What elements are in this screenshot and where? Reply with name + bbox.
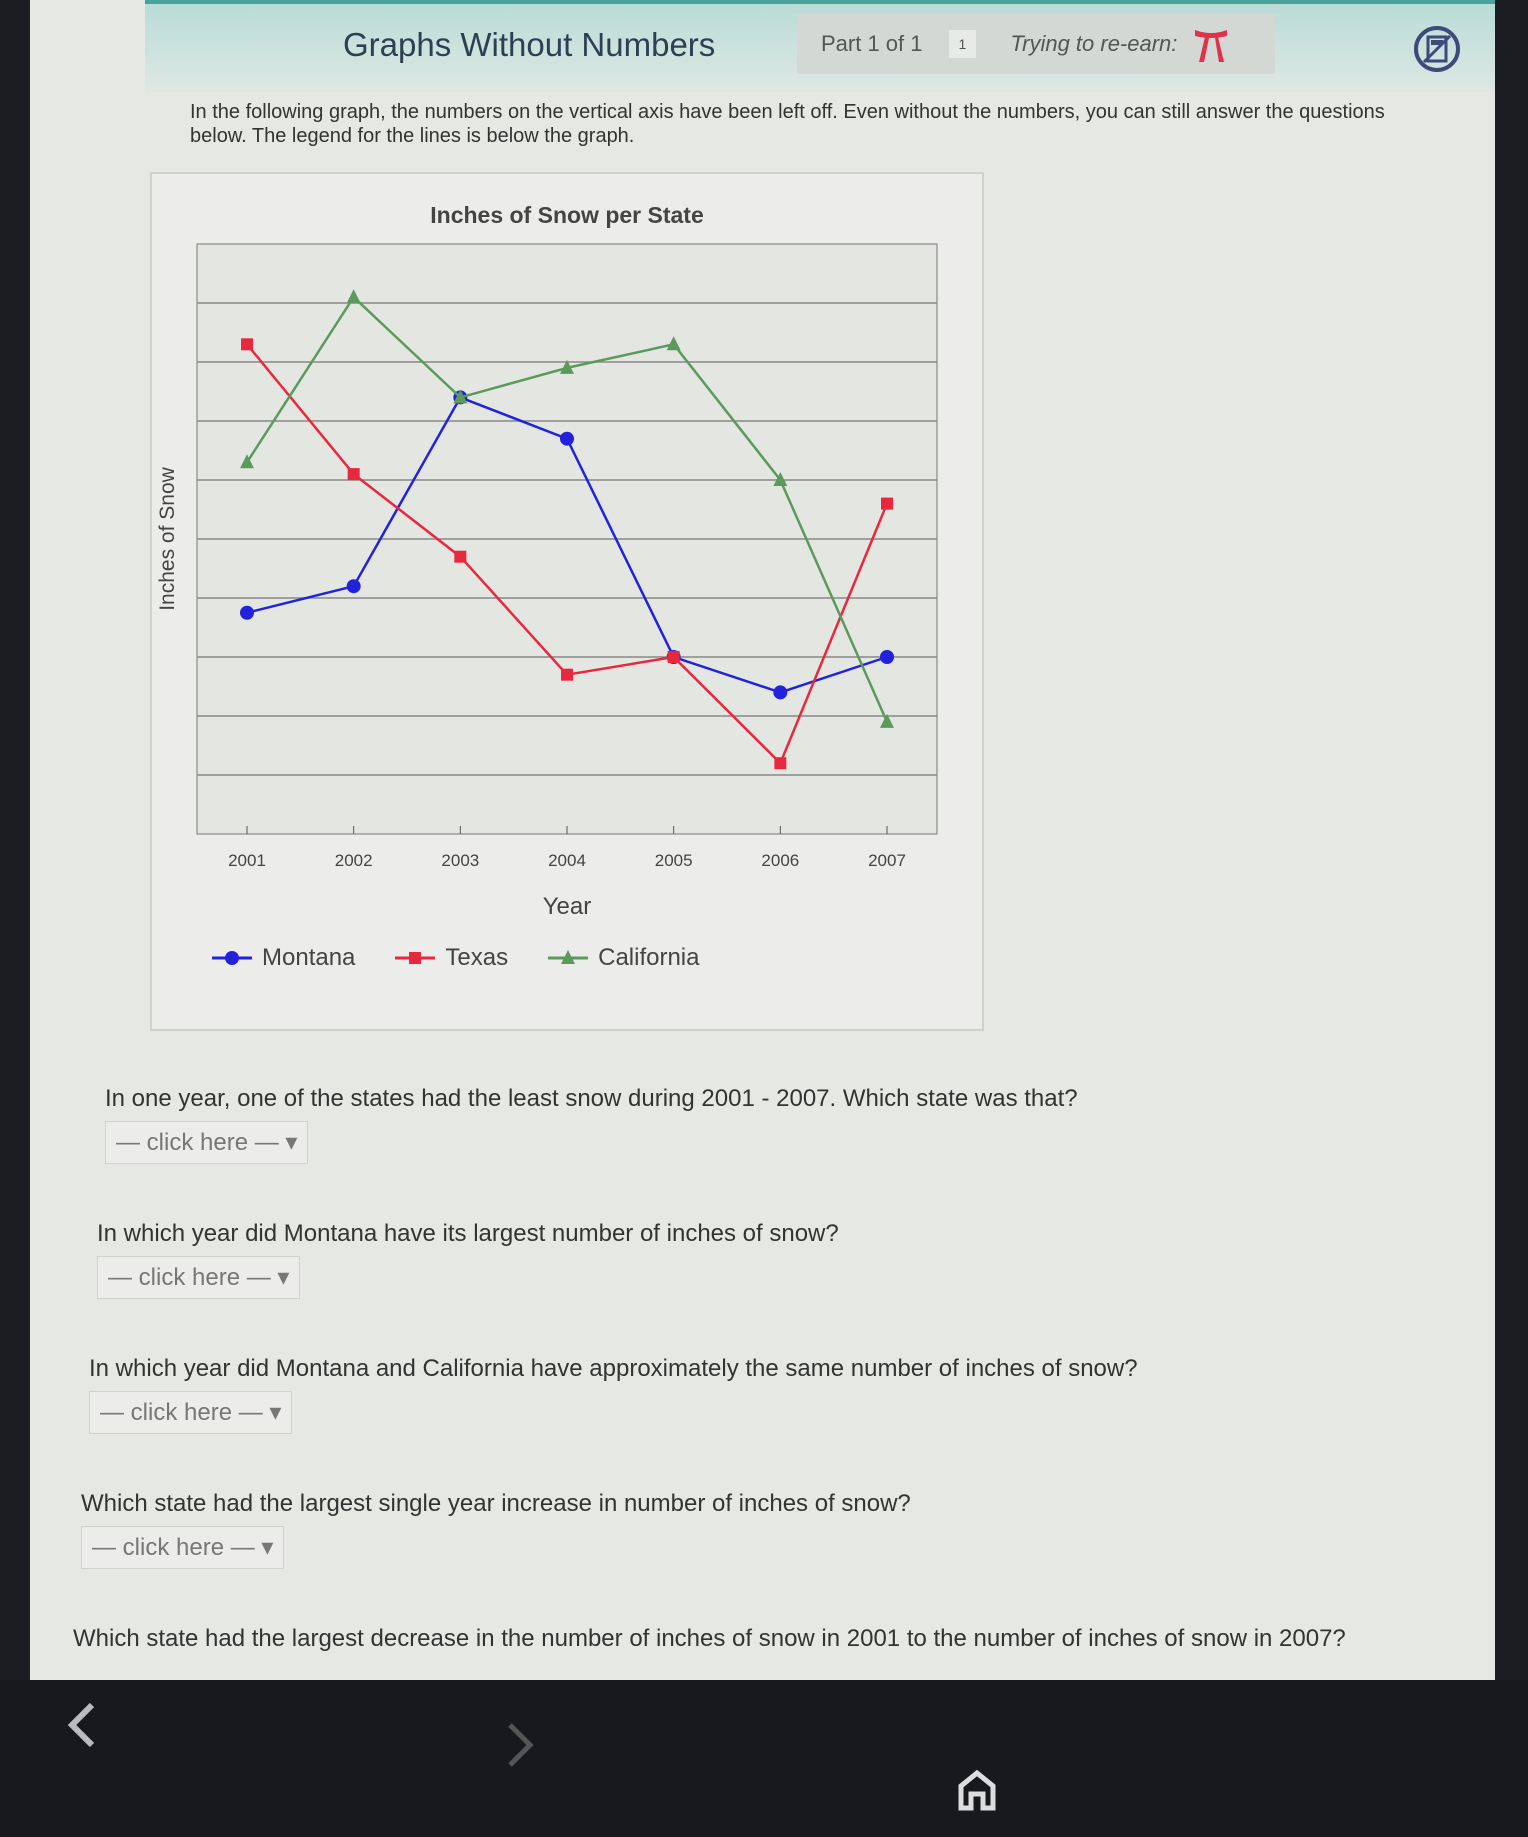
chevron-right-icon[interactable]	[500, 1720, 540, 1770]
part-label: Part 1 of 1	[821, 31, 923, 56]
legend-item: Montana	[212, 944, 355, 972]
data-point-texas	[561, 668, 573, 681]
chevron-left-icon[interactable]	[62, 1700, 102, 1750]
question-text: In which year did Montana and California…	[89, 1355, 1138, 1382]
data-point-texas	[881, 497, 893, 510]
question-text: Which state had the largest decrease in …	[73, 1625, 1346, 1652]
answer-dropdown[interactable]: — click here — ▾	[81, 1526, 285, 1569]
legend-marker-icon	[548, 950, 589, 964]
chevron-down-icon: ▾	[278, 1129, 298, 1156]
data-point-montana	[773, 685, 788, 700]
data-point-california	[240, 454, 254, 469]
dropdown-label: — click here —	[116, 1129, 279, 1156]
belt-icon	[1195, 30, 1228, 62]
data-point-california	[453, 389, 468, 404]
data-point-california	[773, 472, 788, 486]
dropdown-label: — click here —	[92, 1534, 255, 1561]
navigation-bar	[0, 1680, 1528, 1837]
chevron-down-icon: ▾	[262, 1399, 282, 1426]
x-tick-label: 2004	[548, 851, 586, 870]
y-axis-label: Inches of Snow	[156, 466, 179, 610]
legend-label: Texas	[445, 944, 509, 971]
data-point-california	[560, 359, 574, 374]
header: Graphs Without Numbers Part 1 of 1 1 Try…	[145, 0, 1495, 92]
x-tick-label: 2001	[228, 851, 266, 870]
answer-dropdown[interactable]: — click here — ▾	[97, 1256, 301, 1299]
x-tick-label: 2006	[761, 851, 799, 870]
data-point-montana	[560, 431, 574, 446]
question-text: In one year, one of the states had the l…	[105, 1085, 1078, 1112]
legend-label: Montana	[262, 944, 356, 971]
question-text: Which state had the largest single year …	[81, 1490, 911, 1517]
dropdown-label: — click here —	[100, 1399, 263, 1426]
legend-marker-icon	[212, 951, 252, 965]
legend-marker-icon	[395, 952, 436, 964]
data-point-texas	[241, 338, 253, 351]
trying-label: Trying to re-earn:	[1010, 31, 1178, 56]
legend-item: California	[548, 944, 700, 972]
data-point-texas	[667, 651, 680, 663]
part-number-button[interactable]: 1	[948, 30, 977, 58]
data-point-california	[880, 713, 894, 728]
home-icon[interactable]	[955, 1768, 999, 1812]
calculator-disabled-icon[interactable]	[1412, 24, 1462, 74]
x-tick-label: 2002	[335, 851, 373, 870]
chevron-down-icon: ▾	[270, 1264, 290, 1291]
x-tick-label: 2007	[868, 851, 906, 870]
chart-container: Inches of Snow per State 2001 2002 2003 200…	[150, 172, 984, 1031]
data-point-montana	[880, 650, 894, 664]
chart-title: Inches of Snow per State	[430, 202, 704, 228]
line-chart: 2001 2002 2003 2004 2005 2006 2007 Year Inches o…	[156, 243, 938, 920]
data-point-texas	[347, 468, 360, 481]
legend-item: Texas	[395, 944, 508, 972]
legend-label: California	[598, 944, 700, 971]
answer-dropdown[interactable]: — click here — ▾	[105, 1121, 309, 1164]
chevron-down-icon: ▾	[254, 1534, 274, 1561]
part-indicator: Part 1 of 1 1 Trying to re-earn:	[797, 14, 1275, 74]
dropdown-label: — click here —	[108, 1264, 271, 1291]
data-point-california	[346, 289, 361, 304]
data-point-california	[666, 336, 681, 351]
x-tick-label: 2003	[441, 851, 479, 870]
page-title: Graphs Without Numbers	[343, 26, 716, 63]
x-axis-label: Year	[543, 893, 592, 920]
instructions: In the following graph, the numbers on t…	[190, 101, 1385, 147]
data-point-montana	[240, 605, 254, 620]
data-point-montana	[346, 579, 361, 594]
answer-dropdown[interactable]: — click here — ▾	[89, 1391, 293, 1434]
data-point-texas	[774, 757, 787, 770]
question-text: In which year did Montana have its large…	[97, 1220, 839, 1247]
data-point-texas	[454, 550, 467, 563]
x-tick-label: 2005	[655, 851, 693, 870]
legend: Montana Texas California	[212, 944, 700, 972]
